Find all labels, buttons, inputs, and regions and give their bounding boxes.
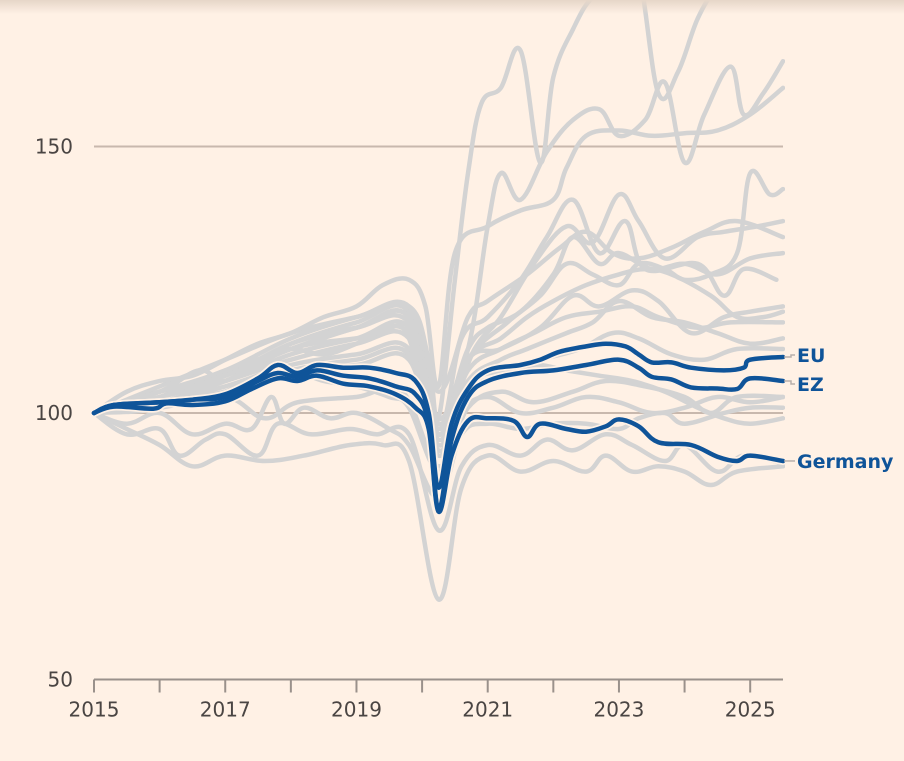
series-label-eu: EU — [797, 345, 825, 367]
series-line-country-13 — [91, 85, 785, 416]
series-line-country-18 — [91, 378, 785, 469]
x-tick-label: 2021 — [462, 698, 513, 722]
series-labels-group: EU EZ Germany — [797, 345, 894, 473]
series-line-germany — [91, 373, 786, 514]
label-leader-ez — [784, 380, 795, 385]
x-tick-label: 2017 — [200, 698, 251, 722]
series-label-germany: Germany — [797, 451, 894, 473]
series-line-country-19 — [91, 288, 785, 437]
label-leader-eu — [784, 354, 795, 358]
x-tick-label: 2019 — [331, 698, 382, 722]
y-tick-label: 150 — [35, 135, 73, 159]
series-line-country-9 — [91, 410, 785, 602]
x-tick-label: 2015 — [69, 698, 120, 722]
highlighted-series-group — [90, 339, 787, 516]
series-line-country-14 — [91, 0, 711, 423]
series-line-eu — [91, 341, 786, 490]
x-tick-label: 2025 — [725, 698, 776, 722]
y-tick-label: 100 — [35, 401, 73, 425]
y-axis: 50 100 150 — [35, 135, 73, 692]
series-line-country-10 — [91, 410, 785, 533]
y-tick-label: 50 — [48, 668, 73, 692]
x-tick-label: 2023 — [593, 698, 644, 722]
label-leaders-group — [784, 354, 795, 462]
series-line-country-4 — [91, 191, 785, 426]
series-label-ez: EZ — [797, 374, 824, 396]
x-axis: 2015 2017 2019 2021 2023 2025 — [69, 678, 783, 722]
series-line-country-15 — [91, 58, 785, 427]
